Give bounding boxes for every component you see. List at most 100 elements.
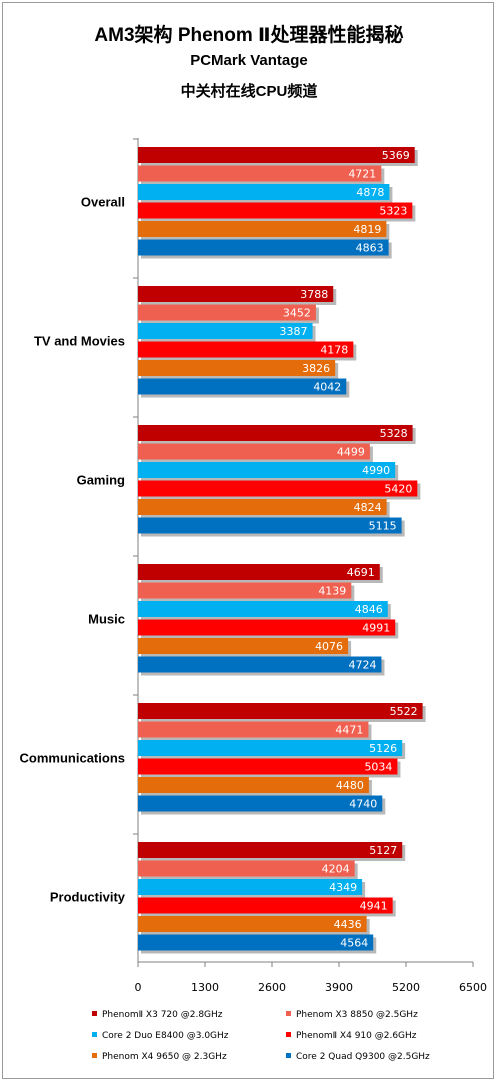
bar (138, 916, 367, 932)
bar-value-label: 5323 (379, 205, 407, 218)
bar (138, 239, 389, 256)
legend-swatch (92, 1032, 97, 1037)
bar (138, 842, 403, 858)
bar (138, 934, 374, 951)
bar (138, 202, 413, 219)
x-tick-label: 0 (135, 981, 142, 994)
category-label: Productivity (50, 890, 126, 905)
bar (138, 165, 382, 182)
legend-label: Core 2 Duo E8400 @3.0GHz (102, 1031, 229, 1041)
legend-label: Phenom X4 9650 @ 2.3GHz (102, 1052, 227, 1062)
bar (138, 656, 382, 673)
bar (138, 638, 349, 654)
legend-item: PhenomⅡ X4 910 @2.6GHz (286, 1031, 417, 1041)
bar (138, 462, 396, 478)
legend-swatch (286, 1053, 291, 1058)
bar (138, 304, 316, 321)
bar-value-label: 4076 (315, 640, 343, 653)
category-label: Communications (20, 751, 125, 766)
x-tick-label: 2600 (258, 981, 286, 994)
bar-value-label: 3452 (283, 307, 311, 320)
legend-item: PhenomⅡ X3 720 @2.8GHz (92, 1010, 223, 1020)
bar-value-label: 4990 (362, 464, 390, 477)
bar-value-label: 5420 (384, 483, 412, 496)
bar-value-label: 4863 (356, 242, 384, 255)
bar-value-label: 3387 (280, 325, 308, 338)
chart-title: AM3架构 Phenom Ⅱ处理器性能揭秘 (94, 25, 404, 46)
bar (138, 758, 398, 775)
category-label: Gaming (77, 473, 125, 488)
bar (138, 740, 403, 756)
bar-value-label: 5126 (369, 742, 397, 755)
bar (138, 360, 336, 376)
legend-label: PhenomⅡ X3 720 @2.8GHz (102, 1010, 223, 1020)
bar (138, 795, 383, 812)
bar (138, 564, 380, 580)
bar-value-label: 3788 (300, 288, 328, 301)
x-tick-label: 6500 (459, 981, 487, 994)
legend-item: Core 2 Duo E8400 @3.0GHz (92, 1031, 229, 1041)
bar (138, 286, 334, 302)
bar-value-label: 4139 (318, 585, 346, 598)
chart-subtitle: PCMark Vantage (190, 52, 308, 69)
bar-value-label: 4819 (353, 223, 381, 236)
category-label: Music (88, 612, 125, 627)
bar-value-label: 5034 (364, 761, 392, 774)
bar-value-label: 5328 (380, 427, 408, 440)
bar-value-label: 4941 (360, 900, 388, 913)
bar (138, 147, 415, 163)
x-tick-label: 5200 (392, 981, 420, 994)
bar (138, 897, 393, 914)
bar-value-label: 4824 (354, 501, 382, 514)
bar (138, 425, 413, 441)
legend-label: Core 2 Quad Q9300 @2.5GHz (296, 1052, 430, 1062)
bar (138, 601, 388, 617)
bar (138, 777, 369, 793)
bar-value-label: 4691 (347, 566, 375, 579)
bar-value-label: 4740 (349, 798, 377, 811)
bar-value-label: 4204 (322, 863, 350, 876)
bar (138, 221, 387, 237)
bar (138, 184, 390, 200)
bar-value-label: 4178 (320, 344, 348, 357)
x-tick-label: 1300 (191, 981, 219, 994)
category-label: Overall (81, 195, 125, 210)
bar-value-label: 4349 (329, 881, 357, 894)
bar-value-label: 5522 (390, 705, 418, 718)
bar-value-label: 4724 (348, 659, 376, 672)
legend-swatch (286, 1032, 291, 1037)
bar-value-label: 4991 (362, 622, 390, 635)
bar-value-label: 3826 (302, 362, 330, 375)
bar (138, 703, 423, 719)
x-tick-label: 3900 (325, 981, 353, 994)
bar (138, 582, 352, 599)
chart-source: 中关村在线CPU频道 (180, 83, 318, 100)
bar-value-label: 4436 (334, 918, 362, 931)
bar (138, 378, 347, 395)
legend-label: Phenom X3 8850 @2.5GHz (296, 1010, 418, 1020)
bar (138, 341, 354, 358)
category-label: TV and Movies (34, 334, 125, 349)
bar (138, 879, 363, 895)
bar-value-label: 5127 (369, 844, 397, 857)
bar (138, 619, 396, 636)
bar (138, 480, 418, 497)
bar-value-label: 4480 (336, 779, 364, 792)
bar-value-label: 4721 (348, 168, 376, 181)
bar-value-label: 4878 (356, 186, 384, 199)
bar-value-label: 5115 (369, 520, 397, 533)
bar-value-label: 4846 (355, 603, 383, 616)
bar-value-label: 4471 (335, 724, 363, 737)
legend-item: Phenom X4 9650 @ 2.3GHz (92, 1052, 227, 1062)
legend-item: Core 2 Quad Q9300 @2.5GHz (286, 1052, 430, 1062)
bar (138, 517, 402, 534)
legend-label: PhenomⅡ X4 910 @2.6GHz (296, 1031, 417, 1041)
legend-swatch (286, 1011, 291, 1016)
legend: PhenomⅡ X3 720 @2.8GHz Phenom X3 8850 @2.… (92, 1010, 452, 1070)
bar (138, 721, 369, 738)
bar-value-label: 4042 (313, 381, 341, 394)
bar (138, 323, 313, 339)
bar-value-label: 4499 (337, 446, 365, 459)
bar-value-label: 5369 (382, 149, 410, 162)
